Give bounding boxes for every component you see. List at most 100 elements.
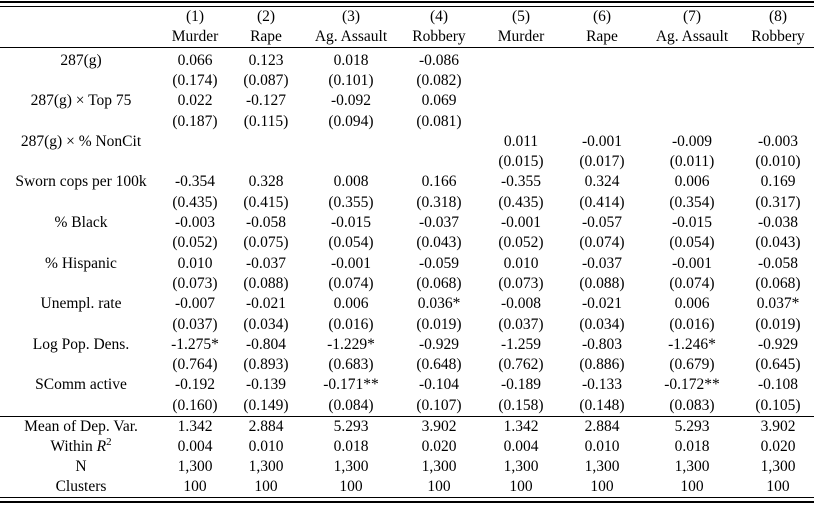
column-crime-cell: Robbery: [412, 28, 466, 45]
standard-error-cell: (0.052): [498, 234, 544, 252]
standard-error-cell: (0.158): [498, 396, 544, 414]
standard-error-cell: (0.037): [172, 315, 218, 333]
summary-value-cell: 100: [254, 477, 278, 495]
summary-value-cell: 0.010: [584, 437, 620, 455]
column-crime-cell: Ag. Assault: [314, 28, 388, 45]
estimate-cell: -0.058: [245, 214, 287, 232]
standard-error-cell: (0.318): [416, 193, 462, 211]
summary-value-cell: 0.004: [503, 437, 539, 455]
standard-error-cell: (0.037): [498, 315, 544, 333]
variable-label: 287(g) × Top 75: [30, 92, 132, 110]
variable-label: Unempl. rate: [40, 295, 122, 313]
coefficient-estimate-row: Unempl. rate -0.007 -0.021 0.006 0.036* -0.00…: [0, 294, 814, 314]
standard-error-cell: (0.317): [755, 193, 801, 211]
coefficient-estimate-row: % Hispanic 0.010 -0.037 -0.001 -0.059 0.010 -0…: [0, 253, 814, 273]
standard-error-cell: (0.083): [669, 396, 715, 414]
table-bottom-double-rule: [0, 496, 814, 503]
standard-error-cell: (0.043): [755, 234, 801, 252]
summary-value-cell: 100: [509, 477, 533, 495]
estimate-cell: -0.001: [581, 132, 623, 150]
estimate-cell: -1.229*: [327, 335, 375, 353]
column-number-cell: (3): [341, 8, 361, 25]
standard-error-cell: (0.017): [579, 153, 625, 171]
column-number-cell: (4): [429, 8, 449, 25]
standard-error-cell: (0.081): [416, 112, 462, 130]
empty-label-cell: [0, 193, 162, 213]
estimate-cell: 0.006: [674, 173, 710, 191]
summary-statistic-row: N 1,300 1,300 1,300 1,300 1,300 1,300 1,300 1,30…: [0, 457, 814, 477]
estimate-cell: -0.139: [245, 376, 287, 394]
column-crime-cell: Murder: [171, 28, 219, 45]
summary-value-cell: 100: [590, 477, 614, 495]
column-crime-cell: Ag. Assault: [655, 28, 729, 45]
column-crime-cell: Murder: [497, 28, 545, 45]
standard-error-row: (0.073) (0.088) (0.074) (0.068) (0.073) (0.08…: [0, 274, 814, 294]
regression-results-table: (1) (2) (3) (4) (5) (6) (7) (8) Murder Rape Ag. As…: [0, 7, 814, 497]
standard-error-cell: (0.082): [416, 71, 462, 89]
standard-error-row: (0.052) (0.075) (0.054) (0.043) (0.052) (0.07…: [0, 233, 814, 253]
standard-error-cell: (0.094): [328, 112, 374, 130]
standard-error-cell: (0.415): [243, 193, 289, 211]
estimate-cell: -1.246*: [668, 335, 716, 353]
coefficient-estimate-row: 287(g) × Top 75 0.022 -0.127 -0.092 0.069: [0, 91, 814, 111]
summary-value-cell: 1,300: [503, 457, 539, 475]
estimate-cell: 0.010: [177, 254, 213, 272]
standard-error-cell: (0.074): [669, 274, 715, 292]
estimate-cell: [642, 91, 742, 111]
standard-error-cell: (0.011): [669, 153, 715, 171]
standard-error-cell: (0.354): [669, 193, 715, 211]
summary-value-cell: 3.902: [760, 417, 796, 435]
coefficient-estimate-row: Log Pop. Dens. -1.275* -0.804 -1.229* -0.929…: [0, 335, 814, 355]
empty-label-cell: [0, 274, 162, 294]
estimate-cell: -0.001: [671, 254, 713, 272]
estimate-cell: -0.929: [418, 335, 460, 353]
summary-value-cell: 0.020: [421, 437, 457, 455]
standard-error-row: (0.160) (0.149) (0.084) (0.107) (0.158) (0.14…: [0, 396, 814, 417]
standard-error-cell: (0.084): [328, 396, 374, 414]
estimate-cell: -0.007: [174, 295, 216, 313]
estimate-cell: [742, 51, 814, 71]
standard-error-cell: (0.105): [755, 396, 801, 414]
variable-label: 287(g): [60, 51, 102, 69]
header-row-crime-labels: Murder Rape Ag. Assault Robbery Murder Rape Ag…: [0, 27, 814, 48]
column-number-cell: (5): [511, 8, 531, 25]
column-crime-cell: Rape: [586, 28, 618, 45]
standard-error-row: (0.037) (0.034) (0.016) (0.019) (0.037) (0.03…: [0, 314, 814, 334]
standard-error-cell: [642, 71, 742, 91]
standard-error-cell: (0.068): [755, 274, 801, 292]
standard-error-cell: (0.893): [243, 356, 289, 374]
empty-label-cell: [0, 233, 162, 253]
empty-label-cell: [0, 111, 162, 131]
standard-error-cell: [742, 111, 814, 131]
estimate-cell: -0.171**: [323, 376, 379, 394]
standard-error-cell: (0.762): [498, 356, 544, 374]
summary-value-cell: 1,300: [421, 457, 457, 475]
estimate-cell: -0.003: [174, 214, 216, 232]
summary-label: Clusters: [55, 477, 107, 495]
summary-value-cell: 0.018: [674, 437, 710, 455]
column-number-cell: (7): [682, 8, 702, 25]
estimate-cell: 0.008: [333, 173, 369, 191]
estimate-cell: [480, 51, 562, 71]
estimate-cell: [398, 132, 480, 152]
standard-error-cell: [480, 111, 562, 131]
variable-label: 287(g) × % NonCit: [20, 132, 142, 150]
summary-label: Mean of Dep. Var.: [24, 417, 138, 435]
summary-value-cell: 0.018: [333, 437, 369, 455]
standard-error-cell: (0.149): [243, 396, 289, 414]
estimate-cell: 0.066: [177, 51, 213, 69]
standard-error-cell: (0.068): [416, 274, 462, 292]
standard-error-cell: [304, 152, 398, 172]
summary-value-cell: 1,300: [248, 457, 284, 475]
column-number-cell: (2): [256, 8, 276, 25]
summary-value-cell: 100: [680, 477, 704, 495]
summary-statistic-row: Mean of Dep. Var. 1.342 2.884 5.293 3.902 1.3…: [0, 416, 814, 437]
estimate-cell: [562, 91, 642, 111]
estimate-cell: -0.057: [581, 214, 623, 232]
standard-error-cell: (0.052): [172, 234, 218, 252]
standard-error-cell: (0.087): [243, 71, 289, 89]
table-summary-body: Mean of Dep. Var. 1.342 2.884 5.293 3.902 1.3…: [0, 416, 814, 497]
summary-value-cell: 2.884: [248, 417, 284, 435]
standard-error-cell: (0.088): [579, 274, 625, 292]
